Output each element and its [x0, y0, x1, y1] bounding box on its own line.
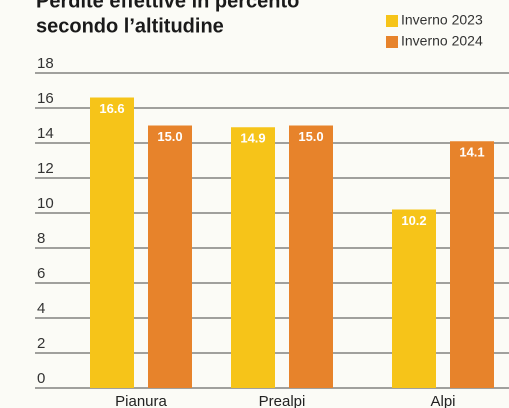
value-label: 10.2 [401, 213, 426, 228]
bar [450, 141, 494, 388]
value-label: 16.6 [99, 101, 124, 116]
value-label: 15.0 [298, 129, 323, 144]
y-tick-label: 12 [37, 160, 54, 177]
y-tick-label: 18 [37, 55, 54, 72]
y-tick-label: 4 [37, 300, 45, 317]
value-label: 15.0 [157, 129, 182, 144]
bar [148, 125, 192, 388]
y-tick-label: 6 [37, 265, 45, 282]
bar [90, 97, 134, 388]
y-tick-label: 0 [37, 370, 45, 387]
y-tick-label: 10 [37, 195, 54, 212]
y-tick-label: 8 [37, 230, 45, 247]
bar [392, 209, 436, 388]
value-label: 14.1 [459, 145, 484, 160]
bar [289, 125, 333, 388]
x-tick-label: Pianura [115, 393, 167, 408]
legend-label: Inverno 2024 [401, 33, 483, 49]
x-tick-label: Alpi [430, 393, 455, 408]
y-tick-label: 2 [37, 335, 45, 352]
x-tick-label: Prealpi [259, 393, 306, 408]
legend-label: Inverno 2023 [401, 12, 483, 28]
bar [231, 127, 275, 388]
legend-swatch [386, 36, 398, 48]
y-tick-label: 16 [37, 90, 54, 107]
value-label: 14.9 [240, 131, 265, 146]
chart-title: secondo l’altitudine [36, 15, 224, 37]
y-tick-label: 14 [37, 125, 54, 142]
legend-swatch [386, 15, 398, 27]
chart-title: Perdite effettive in percento [36, 0, 299, 12]
